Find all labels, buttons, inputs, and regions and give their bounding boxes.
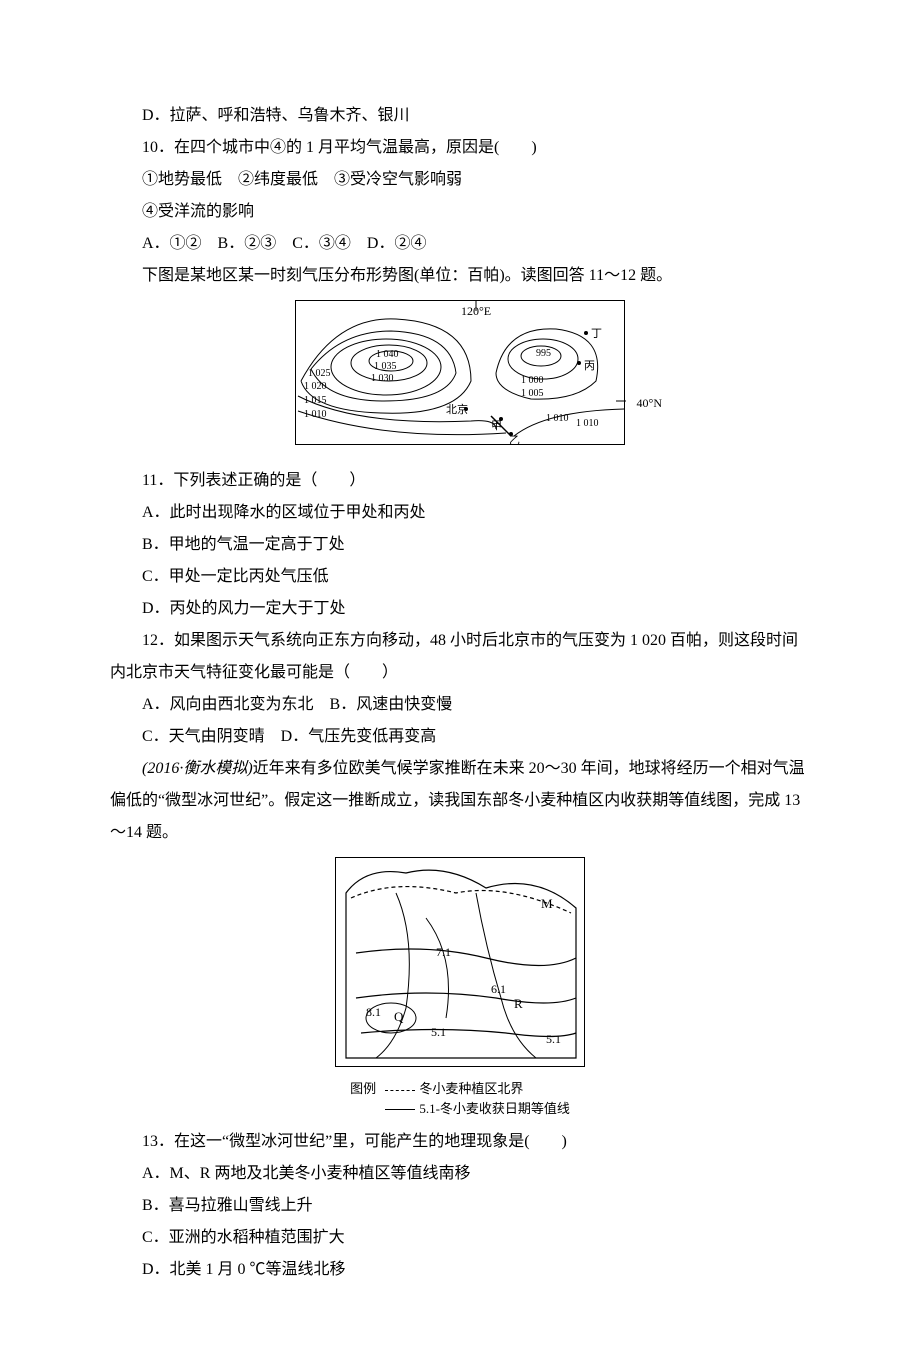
- chart2-intro: (2016·衡水模拟)近年来有多位欧美气候学家推断在未来 20～30 年间，地球…: [110, 753, 810, 849]
- label-jia: 甲: [491, 420, 502, 432]
- isobar-1035: 1 035: [374, 361, 397, 372]
- q13-A: A．M、R 两地及北美冬小麦种植区等值线南移: [110, 1158, 810, 1190]
- isobar-1010: 1 010: [304, 409, 327, 420]
- legend-title: 图例: [350, 1079, 376, 1099]
- label-71: 7.1: [436, 945, 451, 959]
- label-61: 6.1: [491, 982, 506, 996]
- q10-sub2: ④受洋流的影响: [110, 196, 810, 228]
- q10-options: A．①② B．②③ C．③④ D．②④: [110, 228, 810, 260]
- q11-A: A．此时出现降水的区域位于甲处和丙处: [110, 497, 810, 529]
- q13-stem: 13．在这一“微型冰河世纪”里，可能产生的地理现象是( ): [110, 1126, 810, 1158]
- q12-stem: 12．如果图示天气系统向正东方向移动，48 小时后北京市的气压变为 1 020 …: [110, 625, 810, 689]
- label-lat: 40°N: [637, 391, 662, 415]
- label-bing: 丙: [584, 360, 595, 372]
- isobar-1015: 1 015: [304, 395, 327, 406]
- label-Q: Q: [394, 1009, 404, 1024]
- isobar-1040: 1 040: [376, 349, 399, 360]
- legend1-text: 冬小麦种植区北界: [419, 1081, 523, 1096]
- isobar-1000: 1 000: [521, 375, 544, 386]
- wheat-map-svg: M R Q 7.1 6.1 8.1 5.1 5.1: [336, 858, 586, 1068]
- label-lon: 120°E: [461, 299, 491, 323]
- pressure-map-box: 1 040 1 035 1 030 1 025 1 020 1 015 1 01…: [295, 300, 625, 445]
- q12-row1: A．风向由西北变为东北 B．风速由快变慢: [110, 689, 810, 721]
- q13-D: D．北美 1 月 0 ℃等温线北移: [110, 1254, 810, 1286]
- wheat-map-box: M R Q 7.1 6.1 8.1 5.1 5.1: [335, 857, 585, 1067]
- label-beijing: 北京: [446, 402, 468, 416]
- q10-stem: 10．在四个城市中④的 1 月平均气温最高，原因是( ): [110, 132, 810, 164]
- legend-dash-icon: [385, 1090, 415, 1091]
- chart2-intro-prefix: (2016·衡水模拟): [142, 760, 253, 777]
- label-51b: 5.1: [546, 1032, 561, 1046]
- q11-C: C．甲处一定比丙处气压低: [110, 561, 810, 593]
- pressure-map-figure: 1 040 1 035 1 030 1 025 1 020 1 015 1 01…: [110, 300, 810, 457]
- chart1-intro: 下图是某地区某一时刻气压分布形势图(单位：百帕)。读图回答 11～12 题。: [110, 260, 810, 292]
- isobar-1020: 1 020: [304, 381, 327, 392]
- q11-stem: 11．下列表述正确的是（ ）: [110, 465, 810, 497]
- isobar-1005: 1 005: [521, 388, 544, 399]
- wheat-map-figure: M R Q 7.1 6.1 8.1 5.1 5.1 图例 冬小麦种植区北界 5.…: [110, 857, 810, 1118]
- legend2-text: 冬小麦收获日期等值线: [440, 1101, 570, 1116]
- q12-row2: C．天气由阴变晴 D．气压先变低再变高: [110, 721, 810, 753]
- isobar-995: 995: [536, 348, 551, 359]
- isobar-1025: 1 025: [308, 368, 331, 379]
- label-M: M: [541, 896, 553, 911]
- q11-D: D．丙处的风力一定大于丁处: [110, 593, 810, 625]
- q9-option-d: D．拉萨、呼和浩特、乌鲁木齐、银川: [110, 100, 810, 132]
- svg-text:1 010: 1 010: [576, 418, 599, 429]
- q13-B: B．喜马拉雅山雪线上升: [110, 1190, 810, 1222]
- label-51a: 5.1: [431, 1025, 446, 1039]
- label-R: R: [514, 996, 523, 1011]
- q10-sub1: ①地势最低 ②纬度最低 ③受冷空气影响弱: [110, 164, 810, 196]
- isobar-1010b: 1 010: [546, 413, 569, 424]
- label-yi: 乙: [509, 434, 520, 446]
- q11-B: B．甲地的气温一定高于丁处: [110, 529, 810, 561]
- wheat-map-legend: 图例 冬小麦种植区北界 5.1-冬小麦收获日期等值线: [110, 1079, 810, 1118]
- label-81: 8.1: [366, 1005, 381, 1019]
- legend2-prefix: 5.1: [419, 1101, 435, 1116]
- legend-solid-icon: [385, 1109, 415, 1110]
- label-ding: 丁: [591, 328, 602, 340]
- q13-C: C．亚洲的水稻种植范围扩大: [110, 1222, 810, 1254]
- isobar-1030: 1 030: [371, 373, 394, 384]
